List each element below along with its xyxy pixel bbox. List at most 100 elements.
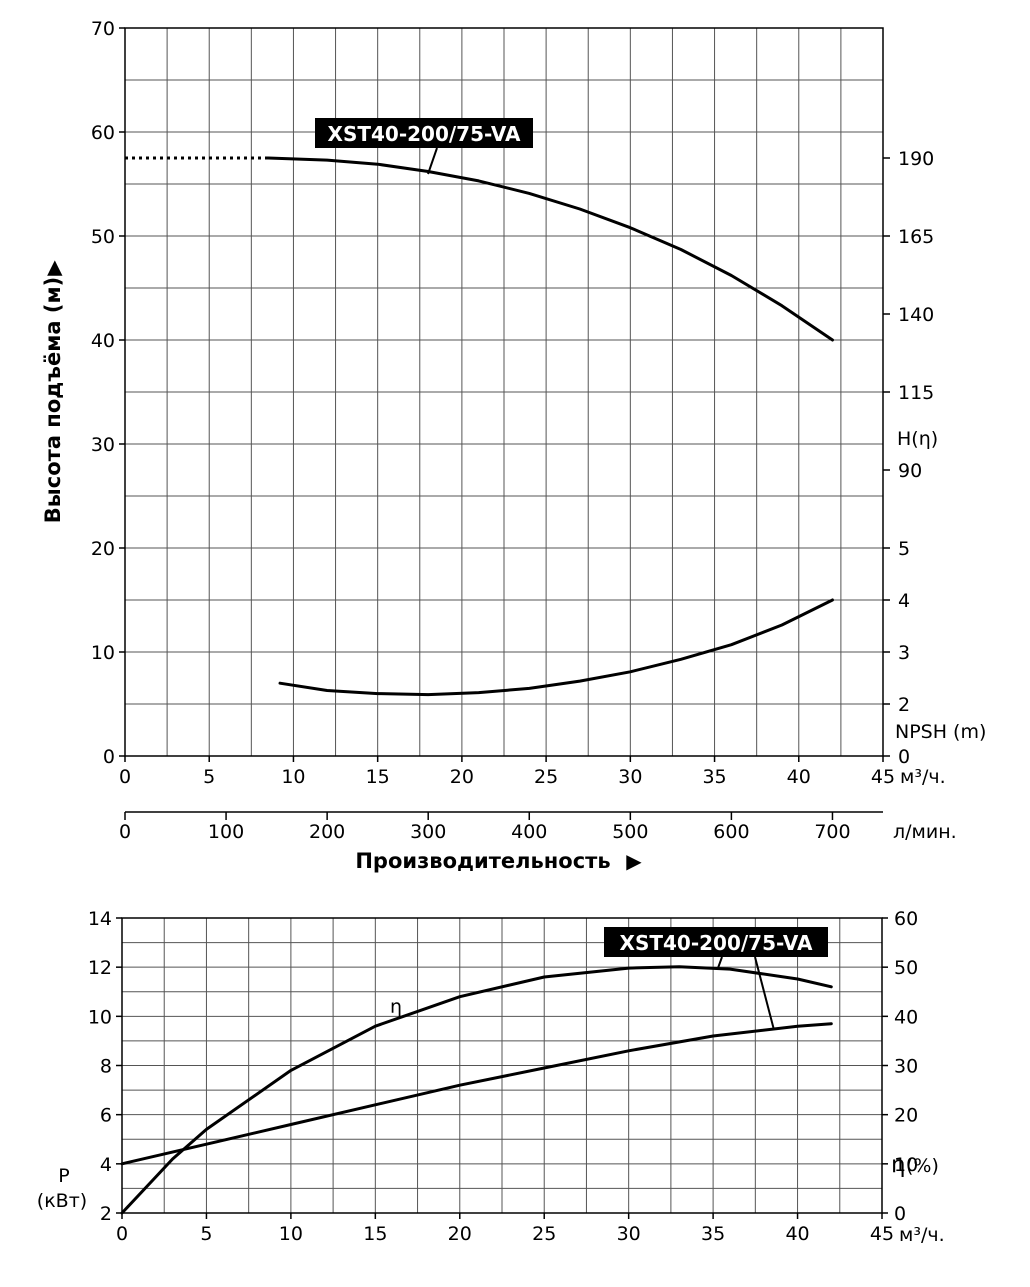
y-tick-label: 60: [91, 122, 115, 144]
x-tick-label: 0: [119, 766, 131, 788]
x-tick-label: 10: [281, 766, 305, 788]
flow-axis-arrow: ▶: [626, 849, 642, 873]
y-tick-label: 30: [91, 434, 115, 456]
y-tick-label: 12: [88, 957, 112, 979]
top-x-unit: м³/ч.: [900, 766, 946, 788]
flow-axis-title: Производительность: [355, 849, 610, 873]
x-tick-label: 25: [532, 1223, 556, 1245]
top-model-label: XST40-200/75-VA: [328, 122, 521, 146]
top-chart-right-head-ticks: 190 165 140 115 90: [883, 148, 934, 482]
x-tick-label: 35: [701, 1223, 725, 1245]
top-y-axis-title: Высота подъёма (м) ▶: [41, 260, 65, 524]
y2-tick-label: 50: [894, 957, 918, 979]
x-tick-label: 5: [200, 1223, 212, 1245]
x-tick-label: 15: [363, 1223, 387, 1245]
bottom-chart-grid: [122, 918, 882, 1213]
right-head-tick-label: 165: [898, 226, 934, 248]
power-efficiency-chart: 2 4 6 8 10 12 14 0 10 20 30 40 50 60 0 5 10 15 20 25 30 35 4…: [37, 908, 945, 1246]
y-tick-label: 10: [88, 1006, 112, 1028]
y-tick-label: 70: [91, 18, 115, 40]
bottom-chart-y2-tick-labels: 0 10 20 30 40 50 60: [882, 908, 918, 1225]
bottom-chart-y-tick-labels: 2 4 6 8 10 12 14: [88, 908, 122, 1225]
lpm-tick-label: 100: [208, 821, 244, 843]
y-tick-label: 50: [91, 226, 115, 248]
npsh-curve: [278, 598, 834, 697]
x-tick-label: 45: [871, 766, 895, 788]
y-tick-label: 4: [100, 1154, 112, 1176]
y-tick-label: 10: [91, 642, 115, 664]
top-model-label-leader: [427, 147, 438, 175]
x-tick-label: 40: [785, 1223, 809, 1245]
right-npsh-tick-label: 0: [898, 746, 910, 768]
top-y-axis-arrow: ▶: [41, 260, 65, 276]
y2-tick-label: 60: [894, 908, 918, 930]
power-axis-label-line2: (кВт): [37, 1190, 87, 1212]
y-tick-label: 20: [91, 538, 115, 560]
right-head-tick-label: 140: [898, 304, 934, 326]
y2-tick-label: 20: [894, 1105, 918, 1127]
x-tick-label: 35: [702, 766, 726, 788]
bottom-x-unit: м³/ч.: [899, 1224, 945, 1246]
bottom-model-label-leader-1: [717, 956, 723, 969]
top-right-npsh-axis-label: NPSH (m): [895, 721, 986, 743]
flow-lpm-axis: 0 100 200 300 400 500 600 700 л/мин.: [119, 811, 957, 843]
x-tick-label: 20: [448, 1223, 472, 1245]
lpm-tick-label: 200: [309, 821, 345, 843]
efficiency-curve: [120, 965, 833, 1215]
y-tick-label: 2: [100, 1203, 112, 1225]
bottom-chart-curves: [120, 965, 833, 1215]
x-tick-label: 20: [450, 766, 474, 788]
head-curve: [266, 156, 834, 342]
x-tick-label: 15: [366, 766, 390, 788]
y-tick-label: 0: [103, 746, 115, 768]
y-tick-label: 6: [100, 1105, 112, 1127]
right-head-tick-label: 190: [898, 148, 934, 170]
top-chart-right-npsh-ticks: 0 2 3 4 5: [883, 538, 910, 768]
y2-tick-label: 40: [894, 1006, 918, 1028]
y-tick-label: 8: [100, 1056, 112, 1078]
x-tick-label: 30: [617, 1223, 641, 1245]
bottom-model-label-leader-2: [754, 956, 775, 1031]
lpm-tick-label: 700: [814, 821, 850, 843]
lpm-tick-label: 400: [511, 821, 547, 843]
lpm-tick-label: 600: [713, 821, 749, 843]
right-head-tick-label: 115: [898, 382, 934, 404]
efficiency-axis-unit: (%): [906, 1155, 939, 1177]
lpm-tick-label: 300: [410, 821, 446, 843]
efficiency-axis-symbol: η: [891, 1152, 906, 1178]
right-npsh-tick-label: 2: [898, 694, 910, 716]
x-tick-label: 30: [618, 766, 642, 788]
bottom-chart-x-tick-labels: 0 5 10 15 20 25 30 35 40 45: [116, 1213, 894, 1245]
efficiency-curve-label: η: [390, 996, 402, 1018]
y-tick-label: 14: [88, 908, 112, 930]
x-tick-label: 45: [870, 1223, 894, 1245]
top-chart-y-tick-labels: 0 10 20 30 40 50 60 70: [91, 18, 125, 768]
right-npsh-tick-label: 3: [898, 642, 910, 664]
x-tick-label: 5: [203, 766, 215, 788]
lpm-tick-label: 500: [612, 821, 648, 843]
top-chart-grid: [125, 28, 883, 756]
y-tick-label: 40: [91, 330, 115, 352]
top-model-label-box: [315, 118, 533, 148]
bottom-model-label: XST40-200/75-VA: [620, 931, 813, 955]
top-chart-x-tick-labels: 0 5 10 15 20 25 30 35 40 45: [119, 756, 895, 788]
power-curve: [120, 1022, 833, 1166]
lpm-tick-label: 0: [119, 821, 131, 843]
right-npsh-tick-label: 4: [898, 590, 910, 612]
top-chart-curves: [125, 156, 834, 697]
y2-tick-label: 10: [894, 1154, 918, 1176]
x-tick-label: 0: [116, 1223, 128, 1245]
y2-tick-label: 30: [894, 1056, 918, 1078]
flow-lpm-tick-labels: 0 100 200 300 400 500 600 700: [119, 812, 851, 843]
y2-tick-label: 0: [894, 1203, 906, 1225]
flow-lpm-unit: л/мин.: [893, 821, 957, 843]
right-head-tick-label: 90: [898, 460, 922, 482]
x-tick-label: 10: [279, 1223, 303, 1245]
x-tick-label: 40: [787, 766, 811, 788]
power-axis-label-line1: P: [58, 1165, 69, 1187]
top-y-axis-title-text: Высота подъёма (м): [41, 277, 65, 523]
top-right-head-axis-label: H(η): [897, 428, 938, 450]
bottom-model-label-box: [604, 927, 828, 957]
